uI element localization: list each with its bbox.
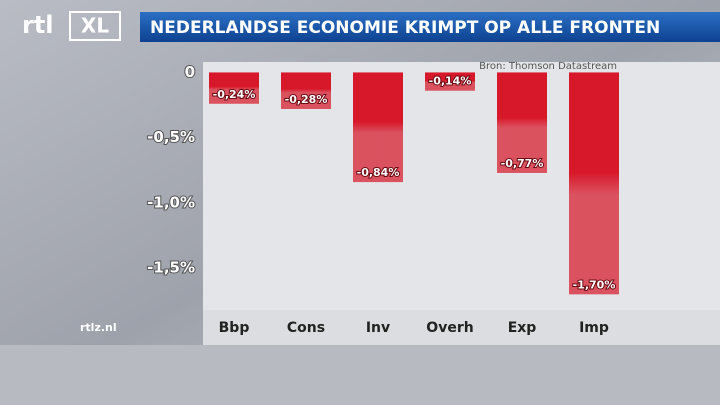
bar (425, 72, 475, 91)
bar (281, 72, 331, 109)
value-label: -0,77% (501, 157, 544, 170)
bar (497, 72, 547, 173)
logo-box (69, 11, 121, 41)
y-tick-label: -1,0% (147, 193, 195, 211)
x-tick-label: Exp (508, 320, 537, 336)
value-label: -0,24% (213, 88, 256, 101)
x-tick-label: Imp (579, 320, 609, 336)
value-label: -0,14% (429, 75, 472, 88)
x-tick-label: Overh (426, 320, 473, 336)
y-tick-label: 0 (185, 63, 195, 81)
logo-text: rtl (22, 11, 54, 39)
logo-badge: XL (81, 14, 109, 38)
title-bar (140, 12, 720, 42)
lower-band (0, 345, 720, 405)
watermark: rtlz.nl (80, 321, 117, 334)
value-label: -0,28% (285, 93, 328, 106)
value-label: -1,70% (573, 278, 616, 291)
y-tick-label: -0,5% (147, 128, 195, 146)
chart-title: NEDERLANDSE ECONOMIE KRIMPT OP ALLE FRON… (150, 18, 660, 38)
category-band (203, 310, 720, 345)
bar (353, 72, 403, 183)
x-tick-label: Inv (366, 320, 390, 336)
source: Bron: Thomson Datastream (479, 61, 617, 72)
value-label: -0,84% (357, 166, 400, 179)
x-tick-label: Cons (287, 320, 325, 336)
x-tick-label: Bbp (219, 320, 250, 336)
bar (209, 72, 259, 104)
y-tick-label: -1,5% (147, 259, 195, 277)
bar (569, 72, 619, 295)
plot-panel (203, 62, 720, 310)
